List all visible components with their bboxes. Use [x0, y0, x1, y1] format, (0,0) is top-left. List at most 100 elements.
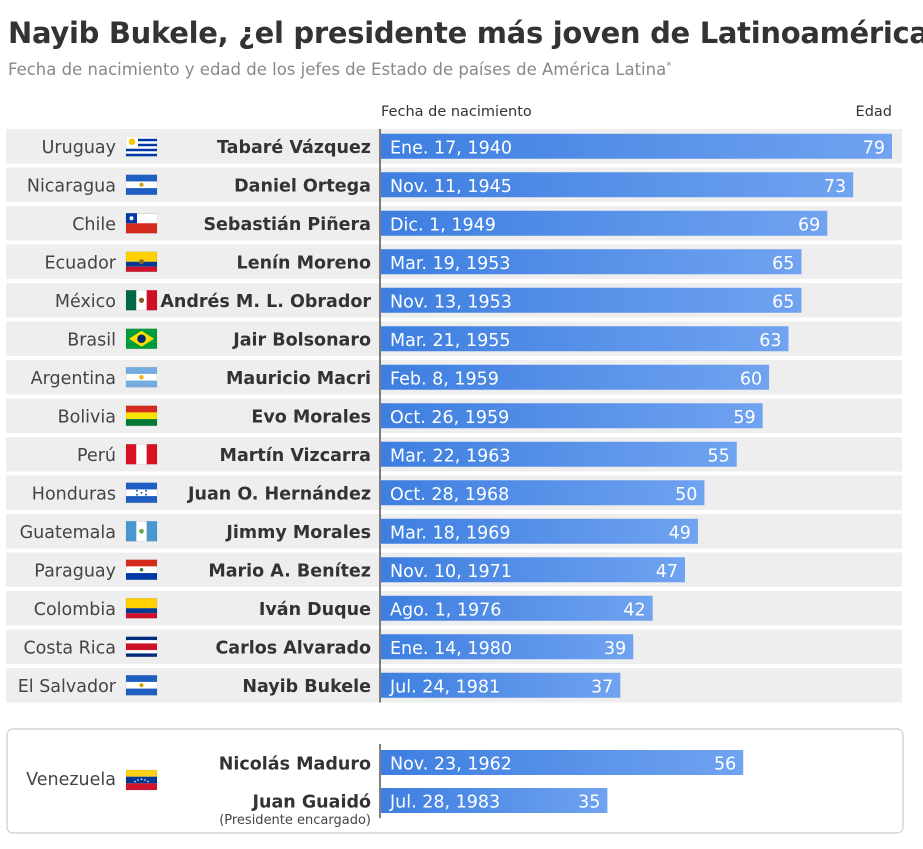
- president-name: Mauricio Macri: [226, 369, 371, 389]
- table-row: Juan Guaidó(Presidente encargado) Jul. 28…: [219, 788, 608, 828]
- table-row: México Andrés M. L. Obrador Nov. 13, 1953 6…: [6, 283, 902, 318]
- chart-title: Nayib Bukele, ¿el presidente más joven d…: [8, 16, 923, 50]
- country-label: Costa Rica: [23, 638, 116, 658]
- bar-age-label: 49: [669, 523, 691, 543]
- table-row: Chile Sebastián Piñera Dic. 1, 1949 69: [6, 206, 902, 241]
- flag-costa-rica-icon: [125, 636, 158, 658]
- country-label: Honduras: [32, 484, 116, 504]
- table-row: El Salvador Nayib Bukele Jul. 24, 1981 37: [6, 668, 902, 703]
- flag-mexico-icon: [125, 289, 158, 311]
- header-birth-date: Fecha de nacimiento: [381, 104, 532, 120]
- president-name: Juan Guaidó: [251, 793, 371, 813]
- president-note: (Presidente encargado): [219, 813, 371, 828]
- bar-date-label: Jul. 24, 1981: [389, 677, 500, 697]
- bar-age-label: 65: [772, 254, 794, 274]
- country-label: Uruguay: [42, 138, 116, 158]
- bar-6: [381, 364, 770, 390]
- flag-guatemala-icon: [125, 520, 158, 542]
- subtitle-text: Fecha de nacimiento y edad de los jefes …: [8, 60, 667, 79]
- president-name: Andrés M. L. Obrador: [160, 292, 371, 312]
- bar-date-label: Ene. 17, 1940: [390, 138, 512, 158]
- bar-8: [381, 441, 737, 467]
- country-label: Nicaragua: [27, 176, 116, 196]
- bar-age-label: 60: [740, 369, 762, 389]
- president-name: Daniel Ortega: [234, 176, 371, 196]
- country-label: México: [55, 292, 116, 312]
- bar-age-label: 65: [772, 292, 794, 312]
- table-row: Perú Martín Vizcarra Mar. 22, 1963 55: [6, 437, 902, 472]
- table-row: Brasil Jair Bolsonaro Mar. 21, 1955 63: [6, 321, 902, 356]
- table-row: Honduras Juan O. Hernández Oct. 28, 1968 50: [6, 475, 902, 510]
- table-row: Bolivia Evo Morales Oct. 26, 1959 59: [6, 398, 902, 433]
- header-age: Edad: [855, 104, 892, 120]
- country-label: Bolivia: [58, 407, 116, 427]
- bar-date-label: Oct. 28, 1968: [390, 485, 509, 505]
- bar-13: [381, 634, 634, 660]
- bar-1: [381, 172, 854, 198]
- table-row: Argentina Mauricio Macri Feb. 8, 1959 60: [6, 360, 902, 395]
- bar-age-label: 35: [578, 793, 600, 813]
- bar-date-label: Nov. 23, 1962: [390, 755, 512, 775]
- bar-11: [381, 557, 686, 583]
- president-name: Lenín Moreno: [237, 253, 371, 273]
- bar-0: [381, 133, 892, 159]
- flag-ecuador-icon: [125, 251, 158, 273]
- table-row: Nicolás Maduro Nov. 23, 1962 56: [219, 750, 744, 775]
- bar-4: [381, 287, 802, 313]
- bar-date-label: Mar. 21, 1955: [390, 331, 510, 351]
- bar-date-label: Mar. 18, 1969: [390, 523, 510, 543]
- bar-date-label: Nov. 10, 1971: [390, 562, 512, 582]
- flag-el-salvador-icon: [125, 674, 158, 696]
- bar-14: [381, 672, 621, 698]
- president-name: Nicolás Maduro: [219, 755, 371, 775]
- country-label: Brasil: [67, 330, 116, 350]
- bar-date-label: Dic. 1, 1949: [390, 215, 496, 235]
- bar-date-label: Feb. 8, 1959: [390, 369, 499, 389]
- bar-age-label: 37: [591, 677, 613, 697]
- bar-date-label: Nov. 13, 1953: [390, 292, 512, 312]
- country-label: Perú: [77, 446, 116, 466]
- flag-paraguay-icon: [125, 559, 158, 581]
- bar-date-label: Mar. 19, 1953: [390, 254, 510, 274]
- country-label: Ecuador: [44, 253, 116, 273]
- president-name: Martín Vizcarra: [220, 446, 371, 466]
- bar-date-label: Mar. 22, 1963: [390, 446, 510, 466]
- president-name: Mario A. Benítez: [208, 561, 371, 581]
- bar-3: [381, 249, 802, 275]
- flag-brasil-icon: [125, 328, 158, 350]
- bar-10: [381, 518, 698, 544]
- bar-date-label: Oct. 26, 1959: [390, 408, 509, 428]
- table-row: Guatemala Jimmy Morales Mar. 18, 1969 49: [6, 514, 902, 549]
- table-row: Ecuador Lenín Moreno Mar. 19, 1953 65: [6, 244, 902, 279]
- table-row: Costa Rica Carlos Alvarado Ene. 14, 1980 39: [6, 629, 902, 664]
- bar-age-label: 79: [863, 138, 885, 158]
- bar-7: [381, 403, 763, 429]
- flag-peru-icon: [125, 443, 158, 465]
- country-label: El Salvador: [18, 677, 117, 697]
- bar-9: [381, 480, 705, 506]
- bar-age-label: 69: [798, 215, 820, 235]
- bar-age-label: 59: [733, 408, 755, 428]
- bar-age-label: 55: [707, 446, 729, 466]
- subtitle-footnote-mark: *: [666, 60, 672, 72]
- bar-date-label: Ene. 14, 1980: [390, 639, 512, 659]
- table-row: Nicaragua Daniel Ortega Nov. 11, 1945 73: [6, 167, 902, 202]
- table-row: Paraguay Mario A. Benítez Nov. 10, 1971 47: [6, 552, 902, 587]
- bar-ven-0: [381, 750, 744, 775]
- flag-bolivia-icon: [125, 405, 158, 427]
- country-label: Chile: [72, 215, 116, 235]
- bar-2: [381, 210, 828, 236]
- bar-age-label: 50: [675, 485, 697, 505]
- country-label: Paraguay: [34, 561, 116, 581]
- table-row: Colombia Iván Duque Ago. 1, 1976 42: [6, 591, 902, 626]
- flag-honduras-icon: [125, 482, 158, 504]
- bar-ven-1: [381, 788, 608, 813]
- country-label: Colombia: [34, 600, 116, 620]
- bar-date-label: Ago. 1, 1976: [390, 600, 501, 620]
- bar-age-label: 63: [759, 331, 781, 351]
- bar-age-label: 56: [714, 755, 736, 775]
- country-label: Guatemala: [20, 523, 116, 543]
- bar-age-label: 39: [604, 639, 626, 659]
- bar-age-label: 73: [824, 177, 846, 197]
- venezuela-panel: Venezuela Nicolás Maduro Nov. 23, 1962 56 Ju…: [6, 728, 904, 834]
